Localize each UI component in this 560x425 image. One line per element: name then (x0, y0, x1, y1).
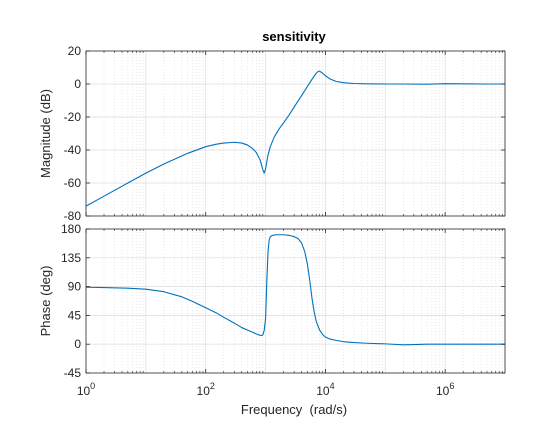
y-tick-label: 0 (74, 337, 81, 351)
y-tick-label: 20 (68, 44, 82, 58)
y-tick-label: -20 (64, 110, 82, 124)
magnitude-axes: -80 -60 -40 -20 0 20 Magnitude (dB) (38, 44, 506, 223)
x-tick-label: 104 (316, 381, 334, 398)
y-tick-label: -80 (64, 209, 82, 223)
x-tick-label: 106 (436, 381, 454, 398)
y-tick-label: -60 (64, 176, 82, 190)
plot-area (86, 51, 505, 216)
y-tick-label: -40 (64, 143, 82, 157)
plot-area (86, 229, 505, 373)
y-tick-label: 0 (74, 77, 81, 91)
y-tick-label: -45 (64, 366, 82, 380)
y-tick-label: 45 (68, 308, 82, 322)
y-tick-label: 135 (61, 251, 81, 265)
y-tick-label: 90 (68, 280, 82, 294)
magnitude-y-axis-label: Magnitude (dB) (38, 89, 53, 178)
y-tick-label: 180 (61, 222, 81, 236)
phase-y-axis-label: Phase (deg) (38, 266, 53, 337)
magnitude-series-line (85, 70, 505, 207)
chart-title: sensitivity (262, 29, 326, 44)
x-tick-label: 100 (77, 381, 95, 398)
x-axis-label: Frequency (rad/s) (241, 402, 347, 417)
axes-box (85, 228, 506, 374)
phase-series-line (85, 234, 505, 346)
axes-box (85, 50, 506, 217)
x-tick-label: 102 (197, 381, 215, 398)
phase-axes: -45 0 45 90 135 180 100 102 104 106 Phase (deg) (38, 222, 506, 398)
